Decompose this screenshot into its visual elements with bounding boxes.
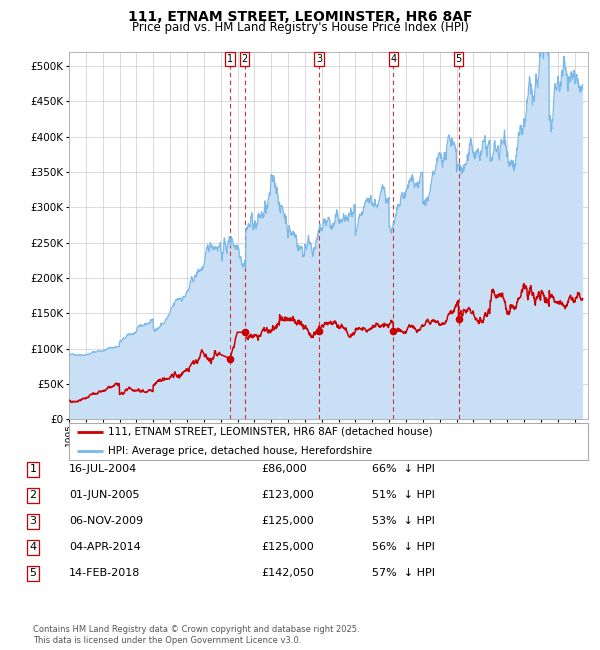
Text: 4: 4 bbox=[391, 54, 397, 64]
Text: HPI: Average price, detached house, Herefordshire: HPI: Average price, detached house, Here… bbox=[108, 446, 372, 456]
Text: 3: 3 bbox=[316, 54, 322, 64]
Text: 66%  ↓ HPI: 66% ↓ HPI bbox=[372, 464, 435, 474]
Text: £142,050: £142,050 bbox=[261, 568, 314, 578]
Text: 14-FEB-2018: 14-FEB-2018 bbox=[69, 568, 140, 578]
Text: £123,000: £123,000 bbox=[261, 490, 314, 501]
Text: 1: 1 bbox=[227, 54, 233, 64]
Text: 51%  ↓ HPI: 51% ↓ HPI bbox=[372, 490, 435, 501]
Text: Contains HM Land Registry data © Crown copyright and database right 2025.
This d: Contains HM Land Registry data © Crown c… bbox=[33, 625, 359, 645]
Text: Price paid vs. HM Land Registry's House Price Index (HPI): Price paid vs. HM Land Registry's House … bbox=[131, 21, 469, 34]
Text: £86,000: £86,000 bbox=[261, 464, 307, 474]
Text: 57%  ↓ HPI: 57% ↓ HPI bbox=[372, 568, 435, 578]
Text: 2: 2 bbox=[241, 54, 248, 64]
Text: 1: 1 bbox=[29, 464, 37, 474]
Text: 2: 2 bbox=[29, 490, 37, 501]
Text: 111, ETNAM STREET, LEOMINSTER, HR6 8AF (detached house): 111, ETNAM STREET, LEOMINSTER, HR6 8AF (… bbox=[108, 427, 433, 437]
Text: 56%  ↓ HPI: 56% ↓ HPI bbox=[372, 542, 435, 552]
Text: 111, ETNAM STREET, LEOMINSTER, HR6 8AF: 111, ETNAM STREET, LEOMINSTER, HR6 8AF bbox=[128, 10, 472, 24]
Text: 4: 4 bbox=[29, 542, 37, 552]
Text: 04-APR-2014: 04-APR-2014 bbox=[69, 542, 141, 552]
Text: 3: 3 bbox=[29, 516, 37, 526]
Text: 01-JUN-2005: 01-JUN-2005 bbox=[69, 490, 139, 501]
Text: 16-JUL-2004: 16-JUL-2004 bbox=[69, 464, 137, 474]
Text: £125,000: £125,000 bbox=[261, 516, 314, 526]
Text: 06-NOV-2009: 06-NOV-2009 bbox=[69, 516, 143, 526]
Text: 5: 5 bbox=[455, 54, 462, 64]
Text: 5: 5 bbox=[29, 568, 37, 578]
Text: 53%  ↓ HPI: 53% ↓ HPI bbox=[372, 516, 435, 526]
Text: £125,000: £125,000 bbox=[261, 542, 314, 552]
